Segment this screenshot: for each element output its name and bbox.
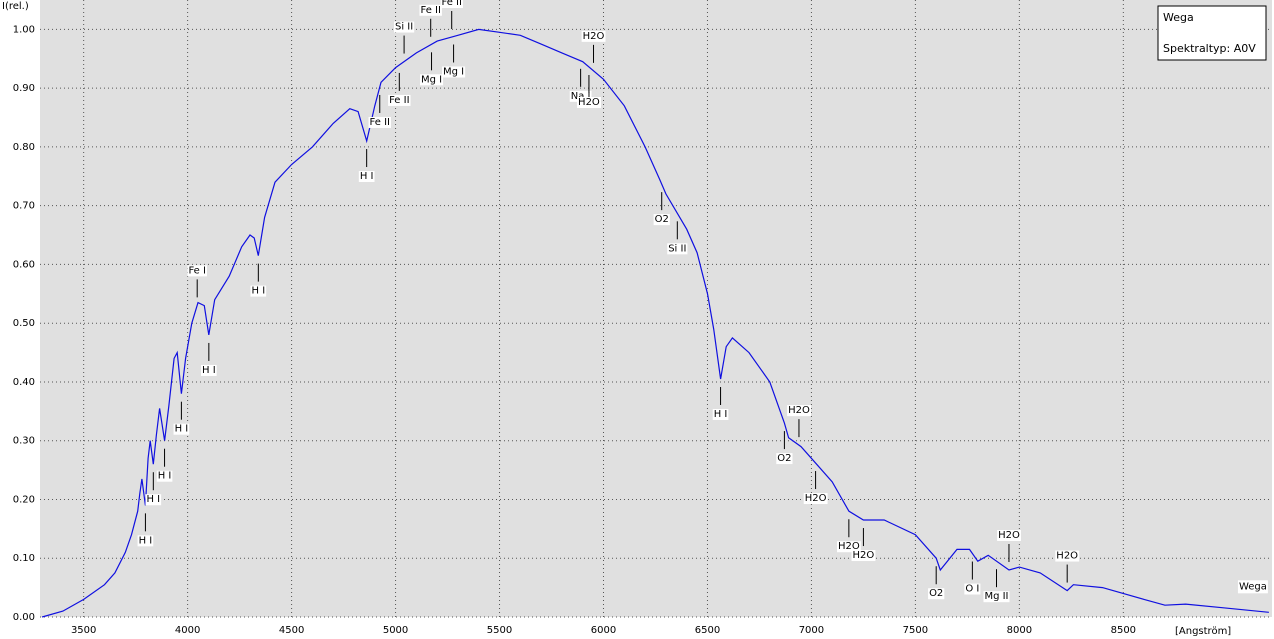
annotation-bg	[250, 285, 267, 297]
annotation-label: Mg II	[984, 591, 1008, 602]
legend-box	[1157, 5, 1267, 61]
annotation-label: Mg I	[443, 66, 464, 77]
annotation-bg	[393, 21, 415, 33]
annotation-label: Mg I	[421, 74, 442, 85]
annotation-label: H I	[139, 535, 153, 546]
annotation-bg	[173, 423, 190, 435]
y-tick-label: 0.20	[13, 494, 35, 505]
x-tick-label: 4500	[279, 625, 304, 636]
annotation-label: O I	[965, 584, 979, 595]
annotation-bg	[964, 583, 981, 595]
x-axis-label: [Angström]	[1175, 626, 1231, 637]
x-tick-label: 5500	[487, 625, 512, 636]
annotation-label: H I	[252, 286, 266, 297]
x-tick-label: 6500	[695, 625, 720, 636]
y-tick-label: 0.50	[13, 318, 35, 329]
annotation-bg	[569, 90, 592, 102]
y-tick-label: 0.40	[13, 377, 35, 388]
annotation-bg	[137, 535, 154, 547]
annotation-label: H2O	[1056, 551, 1078, 562]
legend-text: Wega	[1163, 11, 1194, 24]
legend-text: Spektraltyp: A0V	[1163, 42, 1256, 55]
annotation-bg	[201, 364, 217, 376]
annotation-label: Fe II	[370, 117, 390, 128]
annotation-bg	[776, 453, 793, 465]
annotation-label: H I	[360, 171, 374, 182]
annotation-label: Si II	[668, 243, 686, 254]
annotation-label: H I	[714, 409, 728, 420]
annotation-bg	[928, 588, 945, 600]
annotation-bg	[836, 541, 861, 553]
y-tick-label: 0.60	[13, 259, 35, 270]
annotation-bg	[653, 214, 670, 226]
annotation-label: H2O	[838, 541, 860, 552]
annotation-bg	[388, 94, 411, 106]
annotation-bg	[803, 493, 828, 505]
annotation-bg	[851, 550, 876, 562]
annotation-bg	[581, 30, 606, 42]
annotation-bg	[667, 243, 688, 255]
annotation-label: H I	[146, 494, 160, 505]
annotation-label: H2O	[583, 31, 605, 42]
annotation-bg	[156, 470, 173, 482]
series-label-bg	[1237, 580, 1268, 594]
annotation-bg	[187, 265, 207, 277]
annotation-label: O2	[929, 588, 943, 599]
plot-area	[40, 0, 1272, 617]
x-tick-label: 3500	[71, 625, 96, 636]
x-tick-label: 7500	[903, 625, 928, 636]
y-tick-label: 0.30	[13, 436, 35, 447]
annotation-bg	[787, 405, 811, 417]
annotation-label: H I	[158, 471, 172, 482]
annotation-label: H2O	[788, 405, 810, 416]
annotation-bg	[442, 66, 466, 78]
y-tick-label: 0.70	[13, 201, 35, 212]
annotation-bg	[1055, 550, 1080, 562]
annotation-label: H2O	[998, 530, 1020, 541]
series-label: Wega	[1239, 581, 1267, 592]
x-tick-label: 5000	[383, 625, 408, 636]
x-tick-label: 8500	[1111, 625, 1136, 636]
annotation-bg	[419, 4, 442, 16]
annotation-label: H2O	[805, 493, 827, 504]
annotation-label: Fe II	[441, 0, 461, 8]
annotation-bg	[712, 409, 729, 421]
annotation-bg	[577, 96, 601, 108]
annotation-label: H2O	[578, 97, 600, 108]
annotation-label: O2	[655, 214, 669, 225]
annotation-label: Fe II	[389, 95, 409, 106]
y-tick-label: 0.10	[13, 553, 35, 564]
annotation-label: H I	[202, 365, 216, 376]
annotation-bg	[983, 591, 1010, 603]
spectrum-line	[41, 28, 1269, 618]
annotation-label: H2O	[853, 550, 875, 561]
y-tick-label: 1.00	[13, 24, 35, 35]
y-tick-label: 0.80	[13, 142, 35, 153]
annotation-bg	[358, 171, 375, 183]
annotation-bg	[368, 116, 391, 128]
x-tick-label: 4000	[175, 625, 200, 636]
annotation-label: Si II	[395, 22, 413, 33]
x-tick-label: 8000	[1007, 625, 1032, 636]
x-tick-label: 6000	[591, 625, 616, 636]
annotation-label: Na I	[571, 91, 591, 102]
y-tick-label: 0.90	[13, 83, 35, 94]
annotation-label: Fe I	[188, 265, 206, 276]
annotation-label: Fe II	[420, 5, 440, 16]
annotation-label: O2	[777, 453, 791, 464]
annotation-bg	[997, 529, 1021, 541]
y-axis-label: I(rel.)	[2, 1, 29, 12]
y-tick-label: 0.00	[13, 612, 35, 623]
x-tick-label: 7000	[799, 625, 824, 636]
annotation-bg	[440, 0, 463, 9]
annotation-label: H I	[175, 424, 189, 435]
annotation-bg	[419, 74, 444, 86]
annotation-bg	[145, 494, 162, 506]
